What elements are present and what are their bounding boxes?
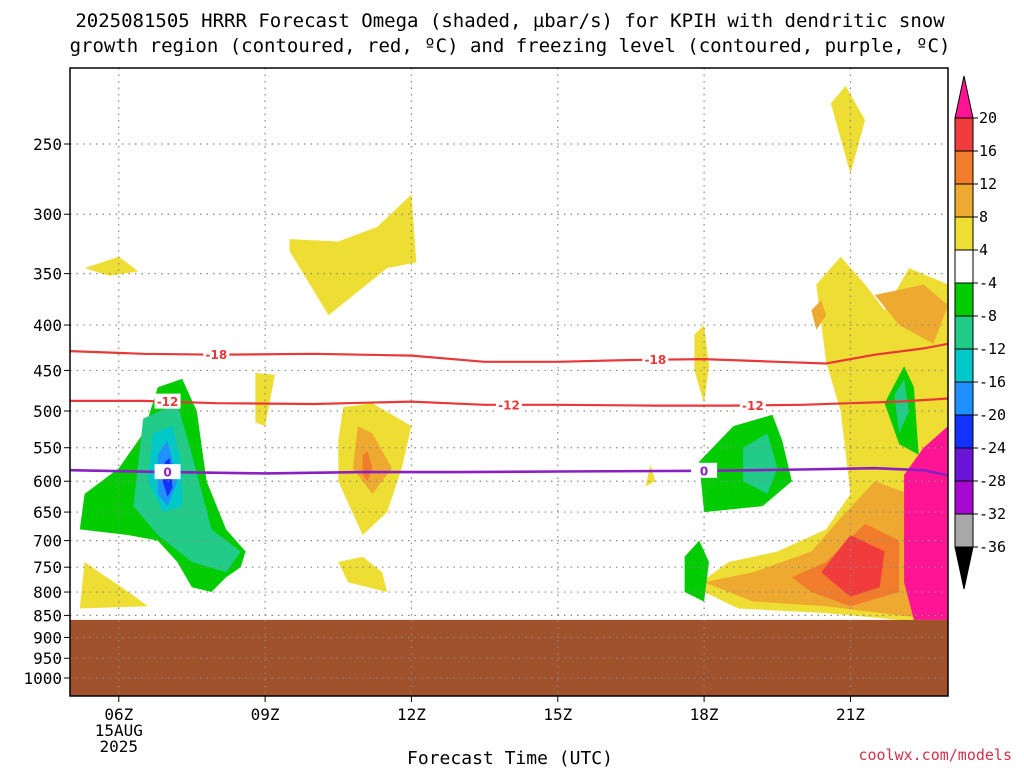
colorbar-swatch — [954, 282, 974, 317]
colorbar-top-arrow — [954, 75, 974, 119]
colorbar-swatch — [954, 117, 974, 152]
isotherm-label: -12 — [498, 398, 520, 412]
contour-label-bg — [739, 397, 766, 413]
freezing-level-line — [70, 466, 948, 477]
plot-frame — [69, 67, 949, 697]
y-tick-400: 400 — [33, 316, 62, 335]
omega-pos-16-region — [821, 535, 885, 597]
freezing-level-label: 0 — [163, 466, 171, 480]
x-tick-21Z: 21Z — [836, 705, 865, 724]
y-tick-300: 300 — [33, 205, 62, 224]
chart-title-line-1: 2025081505 HRRR Forecast Omega (shaded, … — [75, 10, 945, 32]
omega-pos-4-region — [694, 325, 709, 404]
omega-pos-4-region — [338, 556, 388, 592]
colorbar-swatch — [954, 447, 974, 482]
colorbar-label: 8 — [979, 208, 988, 226]
x-tick-date-0: 15AUG — [95, 721, 143, 740]
colorbar-label: -36 — [979, 538, 1006, 556]
colorbar-label: 16 — [979, 142, 997, 160]
y-tick-700: 700 — [33, 532, 62, 551]
x-tick-date-1: 2025 — [100, 737, 139, 756]
colorbar-swatch — [954, 249, 974, 284]
colorbar-swatch — [954, 348, 974, 383]
colorbar-label: -8 — [979, 307, 997, 325]
y-tick-650: 650 — [33, 503, 62, 522]
contour-label-bg — [691, 462, 718, 478]
y-tick-250: 250 — [33, 135, 62, 154]
colorbar-label: 12 — [979, 175, 997, 193]
colorbar-label: 20 — [979, 109, 997, 127]
freezing-level-label: 0 — [700, 464, 708, 478]
omega-pos-8-region — [874, 284, 948, 344]
y-tick-350: 350 — [33, 265, 62, 284]
colorbar-label: -32 — [979, 505, 1006, 523]
omega-neg-8-region — [894, 378, 909, 434]
isotherm-label: -18 — [205, 348, 227, 362]
contour-label-bg — [154, 393, 181, 409]
y-tick-1000: 1000 — [23, 669, 62, 688]
x-axis-title: Forecast Time (UTC) — [407, 748, 613, 768]
omega-pos-4-region — [84, 256, 139, 276]
x-tick-12Z: 12Z — [397, 705, 426, 724]
isotherm-label: -12 — [157, 395, 179, 409]
omega-pos-8-region — [352, 426, 392, 494]
omega-pos-8-region — [811, 300, 827, 330]
colorbar-label: -24 — [979, 439, 1006, 457]
contour-label-bg — [154, 464, 181, 480]
colorbar-label: -28 — [979, 472, 1006, 490]
colorbar-swatch — [954, 183, 974, 218]
credit-text: coolwx.com/models — [858, 746, 1012, 764]
omega-pos-4-region — [645, 464, 656, 487]
y-tick-950: 950 — [33, 649, 62, 668]
colorbar-label: -16 — [979, 373, 1006, 391]
omega-neg-8-region — [743, 433, 778, 494]
chart-title-line-2: growth region (contoured, red, ºC) and f… — [70, 35, 951, 57]
y-tick-550: 550 — [33, 439, 62, 458]
ground-fill — [70, 619, 948, 696]
x-tick-09Z: 09Z — [251, 705, 280, 724]
y-tick-500: 500 — [33, 402, 62, 421]
contour-label-bg — [496, 396, 522, 412]
y-tick-850: 850 — [33, 606, 62, 625]
colorbar-label: -4 — [979, 274, 997, 292]
y-axis-ticks: 250 300 350 400 450 500 550 600 650 700 750 800 850 9… — [23, 135, 70, 688]
colorbar-label: -12 — [979, 340, 1006, 358]
omega-pos-4-region — [79, 562, 148, 609]
contour-label-bg — [642, 351, 669, 367]
y-tick-450: 450 — [33, 361, 62, 380]
colorbar-swatch — [954, 216, 974, 251]
colorbar-bottom-arrow — [954, 546, 974, 590]
colorbar-swatch — [954, 480, 974, 515]
y-tick-800: 800 — [33, 583, 62, 602]
colorbar: 20 16 12 8 4 -4 -8 -12 -16 -20 -24 -28 -32 -36 — [954, 75, 1006, 590]
x-tick-15Z: 15Z — [543, 705, 572, 724]
isotherm-line-minus18 — [70, 342, 948, 365]
colorbar-label: 4 — [979, 241, 988, 259]
contour-label-bg — [203, 346, 230, 362]
x-tick-18Z: 18Z — [690, 705, 719, 724]
y-tick-900: 900 — [33, 628, 62, 647]
x-tick-06Z: 06Z — [104, 705, 133, 724]
y-tick-750: 750 — [33, 558, 62, 577]
isotherm-line-minus12 — [70, 397, 948, 407]
colorbar-swatch — [954, 150, 974, 185]
temperature-contours: -18 -18 -12 -12 -12 0 0 — [70, 342, 948, 480]
omega-pos-20-region — [904, 426, 948, 620]
omega-pos-4-region — [830, 85, 866, 174]
isotherm-label: -18 — [644, 353, 666, 367]
grid-lines — [70, 68, 948, 696]
colorbar-swatch — [954, 381, 974, 416]
omega-neg-4-region — [684, 540, 709, 602]
colorbar-swatch — [954, 513, 974, 548]
colorbar-swatch — [954, 315, 974, 350]
isotherm-label: -12 — [742, 399, 764, 413]
omega-pos-12-region — [362, 451, 373, 482]
y-tick-600: 600 — [33, 472, 62, 491]
colorbar-label: -20 — [979, 406, 1006, 424]
omega-pos-4-region — [289, 194, 417, 316]
colorbar-swatch — [954, 414, 974, 449]
omega-shading — [79, 85, 948, 620]
